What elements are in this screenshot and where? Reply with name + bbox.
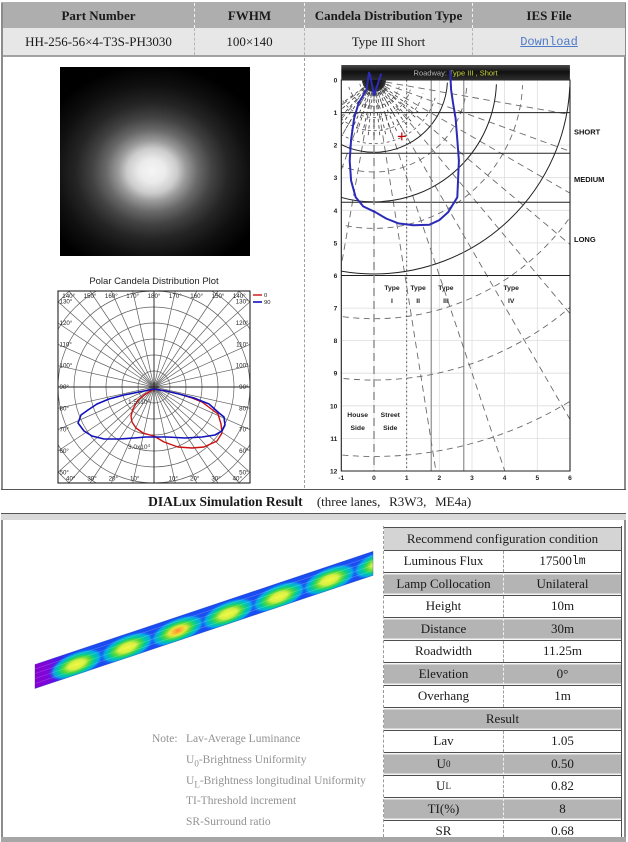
- svg-text:Type: Type: [438, 285, 454, 292]
- svg-text:8: 8: [334, 338, 338, 345]
- svg-text:4: 4: [503, 475, 507, 482]
- svg-text:11: 11: [330, 436, 337, 443]
- svg-text:2: 2: [437, 475, 441, 482]
- svg-text:Side: Side: [351, 425, 366, 432]
- svg-text:120°: 120°: [236, 320, 249, 327]
- svg-text:1.5x104: 1.5x104: [128, 398, 151, 406]
- svg-text:III: III: [443, 298, 449, 305]
- svg-text:9: 9: [334, 371, 338, 378]
- svg-text:House: House: [347, 412, 368, 419]
- svg-text:5: 5: [535, 475, 539, 482]
- svg-text:10°: 10°: [130, 476, 140, 483]
- svg-text:80°: 80°: [60, 405, 70, 412]
- svg-text:1: 1: [334, 110, 338, 117]
- svg-text:12: 12: [330, 469, 338, 476]
- svg-text:60°: 60°: [239, 448, 249, 455]
- svg-text:0: 0: [372, 475, 376, 482]
- svg-text:140°: 140°: [233, 293, 246, 300]
- svg-text:150°: 150°: [212, 293, 225, 300]
- svg-text:Type: Type: [504, 285, 520, 292]
- svg-text:100°: 100°: [236, 363, 249, 370]
- svg-text:110°: 110°: [60, 341, 73, 348]
- svg-text:Street: Street: [381, 412, 401, 419]
- svg-text:80°: 80°: [239, 405, 249, 412]
- svg-text:6: 6: [334, 273, 338, 280]
- svg-text:90: 90: [264, 300, 270, 306]
- svg-text:60°: 60°: [60, 448, 70, 455]
- svg-text:2: 2: [334, 143, 338, 150]
- svg-text:160°: 160°: [190, 293, 203, 300]
- svg-text:150°: 150°: [84, 293, 97, 300]
- svg-text:70°: 70°: [60, 427, 70, 434]
- svg-text:0: 0: [264, 293, 267, 299]
- svg-text:170°: 170°: [126, 293, 139, 300]
- svg-text:Side: Side: [383, 425, 398, 432]
- svg-text:10: 10: [330, 403, 338, 410]
- svg-text:20°: 20°: [190, 476, 200, 483]
- svg-text:90°: 90°: [239, 384, 249, 391]
- svg-text:160°: 160°: [105, 293, 118, 300]
- svg-text:140°: 140°: [62, 293, 75, 300]
- svg-text:1: 1: [405, 475, 409, 482]
- svg-text:-1: -1: [338, 475, 344, 482]
- svg-text:40°: 40°: [233, 476, 243, 483]
- svg-text:MEDIUM: MEDIUM: [574, 175, 604, 184]
- svg-text:3: 3: [334, 175, 338, 182]
- svg-text:0: 0: [334, 78, 338, 85]
- svg-text:100°: 100°: [60, 363, 73, 370]
- svg-text:20°: 20°: [109, 476, 119, 483]
- svg-text:II: II: [416, 298, 420, 305]
- svg-text:170°: 170°: [169, 293, 182, 300]
- svg-text:7: 7: [334, 306, 338, 313]
- svg-text:6: 6: [568, 475, 572, 482]
- svg-text:3.0x104: 3.0x104: [128, 443, 151, 451]
- svg-text:50°: 50°: [60, 469, 70, 476]
- svg-text:I: I: [391, 298, 393, 305]
- svg-text:50°: 50°: [239, 469, 249, 476]
- svg-text:Roadway: Type III , Short: Roadway: Type III , Short: [414, 69, 499, 78]
- svg-text:10°: 10°: [169, 476, 179, 483]
- svg-text:Type: Type: [410, 285, 426, 292]
- svg-text:IV: IV: [508, 298, 515, 305]
- svg-text:5: 5: [334, 240, 338, 247]
- svg-text:130°: 130°: [60, 299, 73, 306]
- svg-text:4: 4: [334, 208, 338, 215]
- svg-text:3: 3: [470, 475, 474, 482]
- svg-text:LONG: LONG: [574, 235, 596, 244]
- svg-text:120°: 120°: [60, 320, 73, 327]
- svg-text:70°: 70°: [239, 427, 249, 434]
- svg-text:SHORT: SHORT: [574, 128, 601, 137]
- svg-text:40°: 40°: [66, 476, 76, 483]
- svg-text:110°: 110°: [236, 341, 249, 348]
- svg-text:90°: 90°: [60, 384, 70, 391]
- svg-text:Polar Candela Distribution Plo: Polar Candela Distribution Plot: [89, 276, 219, 287]
- svg-text:30°: 30°: [211, 476, 221, 483]
- svg-text:30°: 30°: [87, 476, 97, 483]
- svg-text:130°: 130°: [236, 299, 249, 306]
- svg-text:Type: Type: [384, 285, 400, 292]
